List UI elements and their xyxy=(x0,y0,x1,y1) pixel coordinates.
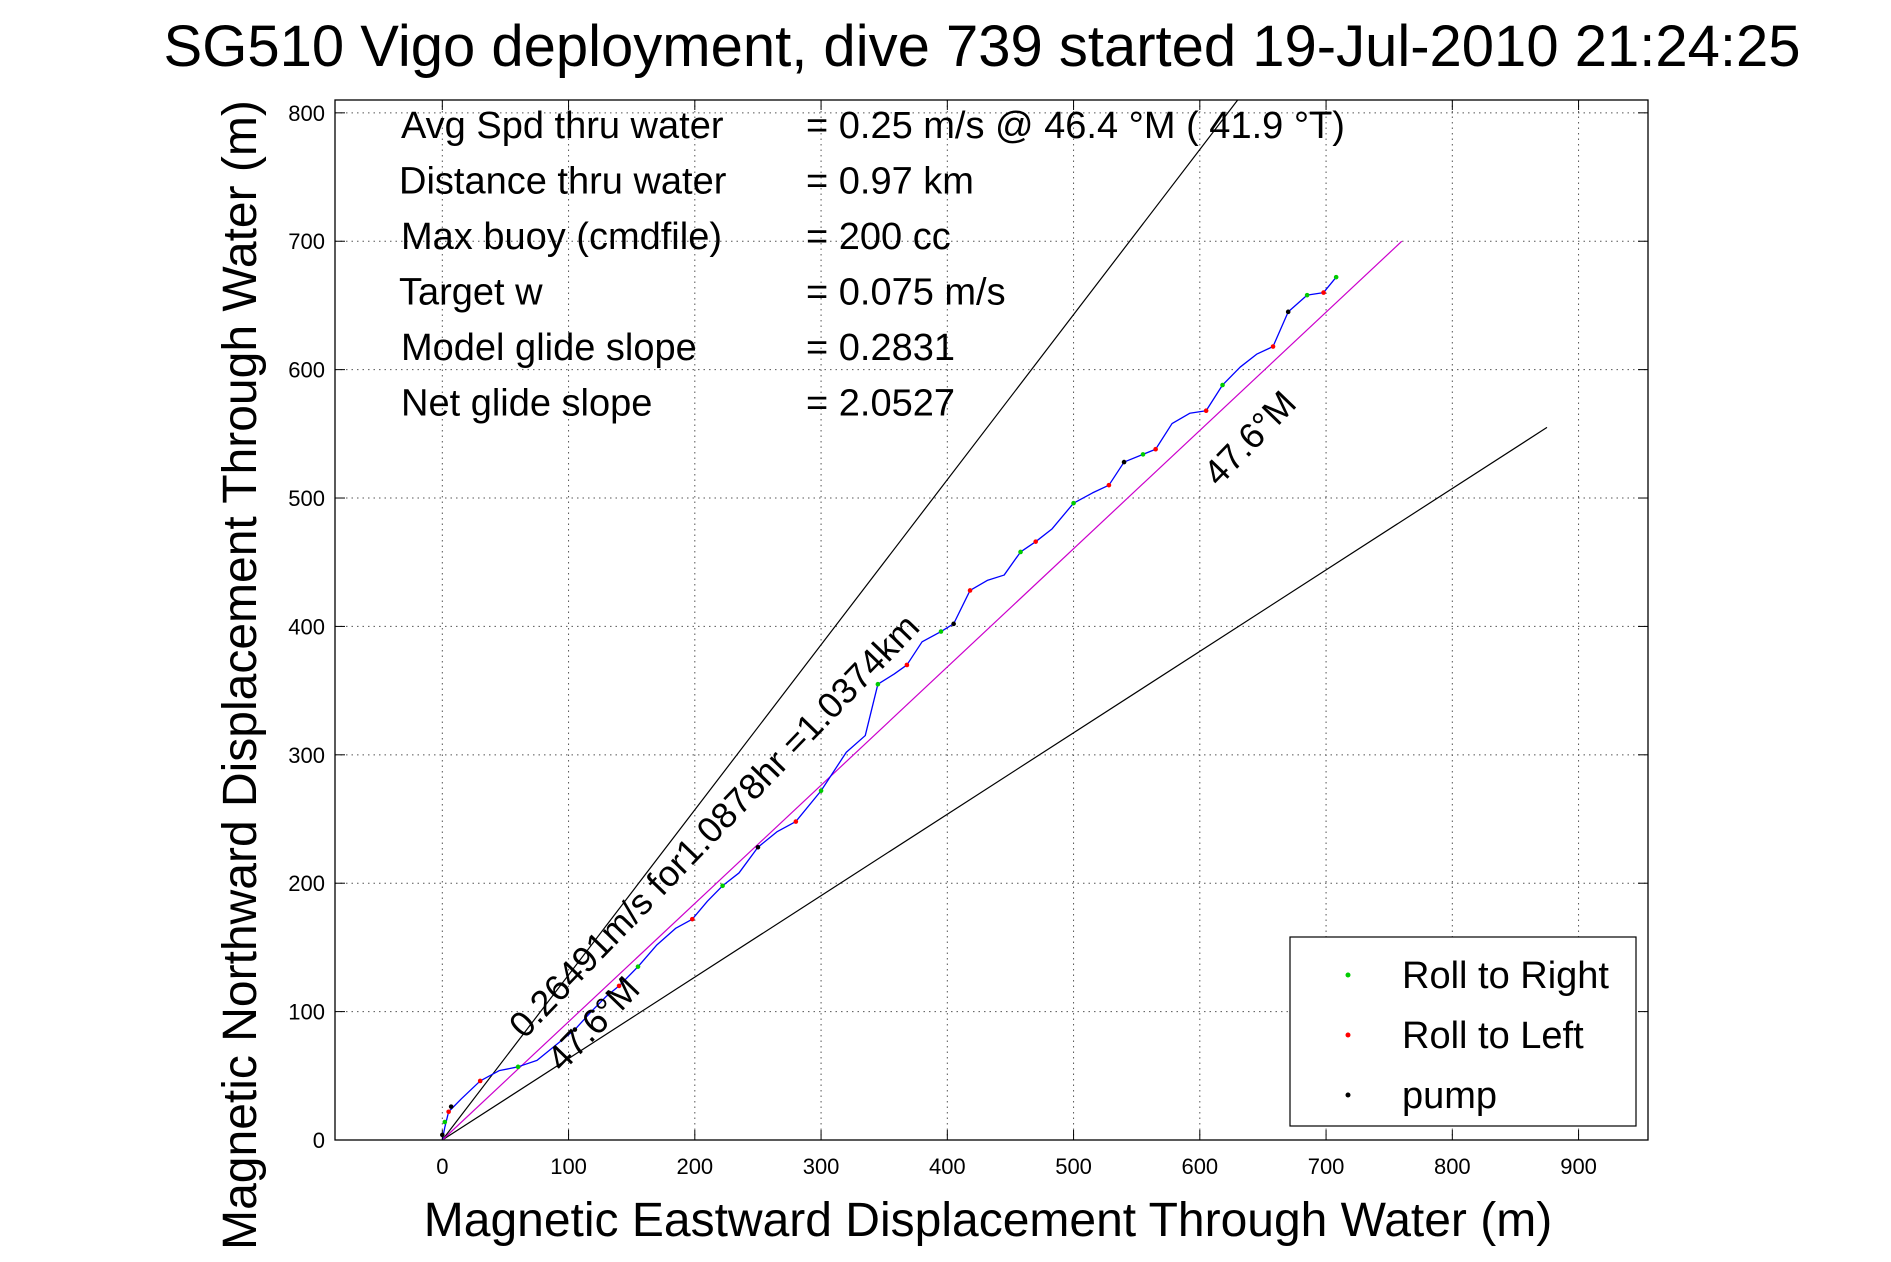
roll-to-right-point xyxy=(1071,500,1076,506)
legend-marker xyxy=(1345,1092,1351,1098)
course-line-lower xyxy=(441,426,1548,1141)
annotations: 0.26491m/s for1.0878hr =1.0374km47.6°M47… xyxy=(501,382,1304,1078)
roll-to-left-point xyxy=(967,588,973,593)
y-tick-label: 500 xyxy=(288,486,325,511)
y-axis-label: Magnetic Northward Displacement Through … xyxy=(214,100,267,1250)
x-tick-label: 300 xyxy=(803,1154,840,1179)
pump-point xyxy=(448,1104,454,1109)
stat-label: Distance thru water xyxy=(399,161,727,203)
roll-to-right-point xyxy=(1018,549,1023,555)
pump-point xyxy=(755,844,761,850)
stat-value: = 200 cc xyxy=(806,216,951,258)
pump-point xyxy=(572,1027,578,1032)
stat-value: = 0.25 m/s @ 46.4 °M ( 41.9 °T) xyxy=(806,105,1345,147)
roll-to-left-point xyxy=(446,1109,451,1115)
roll-to-right-point xyxy=(720,883,725,889)
pump-point xyxy=(1121,459,1127,465)
x-tick-label: 400 xyxy=(929,1154,966,1179)
roll-to-left-point xyxy=(1321,290,1326,295)
roll-to-left-point xyxy=(1106,482,1112,488)
roll-to-right-point xyxy=(442,1119,448,1125)
roll-to-right-point xyxy=(818,788,824,794)
roll-to-left-point xyxy=(477,1078,483,1084)
reference-lines xyxy=(441,99,1548,1141)
chart-title: SG510 Vigo deployment, dive 739 started … xyxy=(164,14,1801,79)
x-tick-label: 100 xyxy=(550,1154,587,1179)
legend: Roll to Right Roll to Left pump xyxy=(1289,936,1637,1127)
stat-label: Max buoy (cmdfile) xyxy=(401,216,722,258)
roll-to-right-point xyxy=(1140,452,1146,457)
y-tick-label: 400 xyxy=(288,614,325,639)
stat-label: Model glide slope xyxy=(401,327,697,369)
stats-block: Avg Spd thru water = 0.25 m/s @ 46.4 °M (… xyxy=(399,105,1345,425)
pump-point xyxy=(1285,309,1291,315)
legend-marker xyxy=(1345,1032,1351,1038)
stat-value: = 2.0527 xyxy=(806,383,955,425)
y-tick-label: 800 xyxy=(288,101,325,126)
roll-to-left-point xyxy=(1033,539,1038,544)
annotation-label: 47.6°M xyxy=(1195,382,1304,493)
y-tick-label: 100 xyxy=(288,1000,325,1025)
roll-to-right-point xyxy=(1220,382,1225,388)
roll-to-left-point xyxy=(793,819,799,824)
stat-label: Avg Spd thru water xyxy=(401,105,724,147)
x-tick-label: 900 xyxy=(1560,1154,1597,1179)
heading-line xyxy=(441,240,1403,1141)
y-tick-label: 700 xyxy=(288,229,325,254)
stat-label: Net glide slope xyxy=(401,383,652,425)
roll-to-right-point xyxy=(1304,292,1310,298)
stat-value: = 0.2831 xyxy=(806,327,955,369)
ticks: 0 100 200 300 400 500 600 700 800 900 0 100 200 300 40… xyxy=(288,100,1648,1179)
stat-value: = 0.075 m/s xyxy=(806,272,1006,314)
y-tick-label: 0 xyxy=(313,1128,325,1153)
plot-frame xyxy=(334,99,1649,1141)
roll-to-left-point xyxy=(1203,408,1209,414)
roll-to-left-point xyxy=(689,916,695,922)
roll-to-left-point xyxy=(904,662,910,668)
y-tick-label: 300 xyxy=(288,743,325,768)
x-axis-label: Magnetic Eastward Displacement Through W… xyxy=(424,1194,1552,1247)
y-tick-label: 200 xyxy=(288,871,325,896)
y-tick-label: 600 xyxy=(288,358,325,383)
roll-to-right-point xyxy=(938,629,944,634)
annotation-label: 0.26491m/s for1.0878hr =1.0374km xyxy=(501,606,927,1046)
course-line-upper xyxy=(441,99,1239,1141)
roll-to-right-point xyxy=(875,681,881,687)
roll-to-right-point xyxy=(515,1064,521,1070)
legend-label: Roll to Right xyxy=(1402,955,1609,997)
legend-label: pump xyxy=(1402,1075,1497,1117)
roll-to-right-point xyxy=(635,964,641,969)
roll-to-left-point xyxy=(1153,446,1158,452)
roll-to-left-point xyxy=(1270,344,1276,349)
x-tick-label: 200 xyxy=(676,1154,713,1179)
x-tick-label: 800 xyxy=(1434,1154,1471,1179)
legend-marker xyxy=(1345,972,1351,978)
pump-point xyxy=(951,621,956,627)
stat-label: Target w xyxy=(399,272,543,314)
legend-label: Roll to Left xyxy=(1402,1015,1584,1057)
x-tick-label: 0 xyxy=(436,1154,448,1179)
roll-to-left-point xyxy=(616,983,622,989)
roll-to-right-point xyxy=(1333,274,1339,280)
x-tick-label: 600 xyxy=(1181,1154,1218,1179)
x-tick-label: 700 xyxy=(1308,1154,1345,1179)
stat-value: = 0.97 km xyxy=(806,161,974,203)
markers xyxy=(440,274,1339,1138)
x-tick-label: 500 xyxy=(1055,1154,1092,1179)
